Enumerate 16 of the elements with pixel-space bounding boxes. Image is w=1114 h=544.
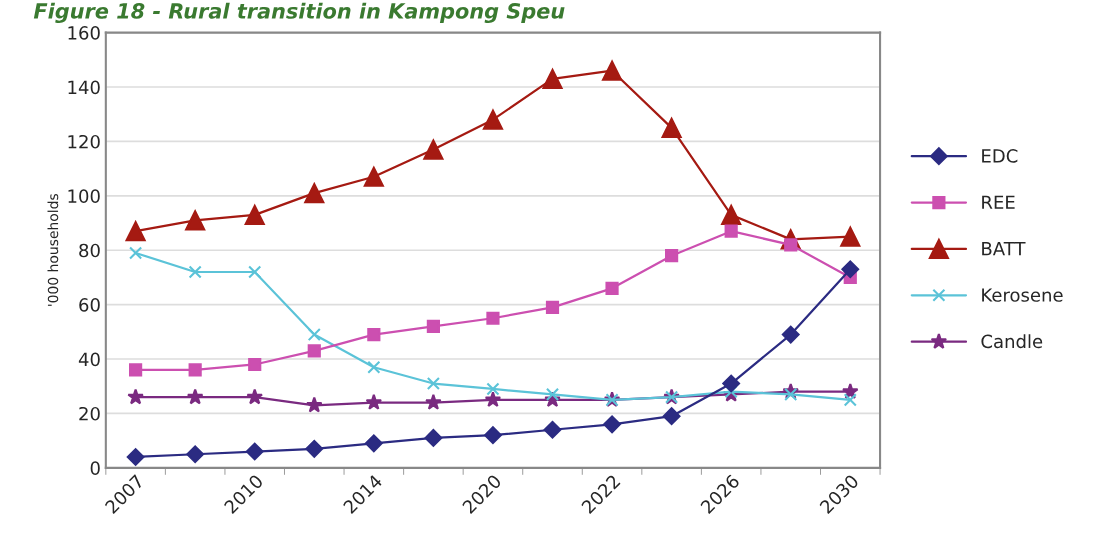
- legend-label: Candle: [981, 334, 1043, 349]
- y-tick-label: 60: [79, 298, 100, 312]
- y-tick-label: 120: [68, 134, 100, 149]
- y-axis-title: '000 households: [47, 194, 59, 306]
- chart-title: Figure 18 - Rural transition in Kampong Speu: [33, 2, 565, 24]
- y-tick-label: 0: [90, 461, 100, 475]
- legend-label: BATT: [982, 242, 1026, 256]
- legend-label: EDC: [982, 149, 1018, 163]
- y-tick-label: 100: [68, 189, 100, 203]
- y-tick-label: 40: [78, 352, 100, 367]
- legend-label: Kerosene: [982, 288, 1063, 302]
- y-tick-label: 160: [68, 26, 100, 40]
- legend-label: REE: [982, 195, 1015, 209]
- y-tick-label: 80: [79, 243, 100, 258]
- y-tick-label: 20: [79, 406, 100, 421]
- y-tick-label: 140: [68, 80, 100, 95]
